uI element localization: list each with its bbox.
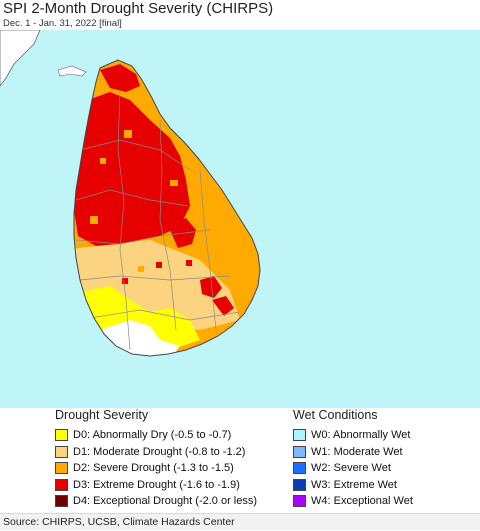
legend-swatch-d4 (55, 495, 68, 507)
legend-label: W1: Moderate Wet (311, 445, 403, 458)
source-footer: Source: CHIRPS, UCSB, Climate Hazards Ce… (0, 513, 480, 530)
legend-label: W4: Exceptional Wet (311, 495, 413, 507)
legend-swatch-w3 (293, 478, 306, 491)
legend-item-w3: W3: Extreme Wet (293, 477, 413, 493)
mannar-shoals (57, 65, 87, 77)
legend-item-w2: W2: Severe Wet (293, 460, 413, 476)
legend-swatch-d1 (55, 445, 68, 458)
drought-legend-title: Drought Severity (55, 408, 149, 422)
drought-legend: D0: Abnormally Dry (-0.5 to -0.7) D1: Mod… (55, 427, 257, 510)
legend-label: W0: Abnormally Wet (311, 429, 411, 441)
legend-item-d4: D4: Exceptional Drought (-2.0 or less) (55, 493, 257, 509)
legend-label: D2: Severe Drought (-1.3 to -1.5) (73, 462, 234, 474)
legend-swatch-d0 (55, 429, 68, 441)
legend-swatch-w0 (293, 429, 306, 441)
wet-legend-title: Wet Conditions (293, 408, 378, 422)
legend-label: D1: Moderate Drought (-0.8 to -1.2) (73, 445, 246, 458)
legend-label: D0: Abnormally Dry (-0.5 to -0.7) (73, 429, 232, 441)
wet-legend: W0: Abnormally Wet W1: Moderate Wet W2: Se… (293, 427, 413, 510)
sri-lanka-outline (73, 59, 261, 357)
legend-item-d1: D1: Moderate Drought (-0.8 to -1.2) (55, 444, 257, 460)
legend-item-d0: D0: Abnormally Dry (-0.5 to -0.7) (55, 427, 257, 443)
legend-swatch-w2 (293, 462, 306, 474)
legend-label: D4: Exceptional Drought (-2.0 or less) (73, 495, 258, 507)
legend-label: W2: Severe Wet (311, 462, 391, 474)
map-title: SPI 2-Month Drought Severity (CHIRPS) (3, 0, 274, 17)
india-land (0, 30, 41, 87)
legend-label: W3: Extreme Wet (311, 478, 397, 491)
district-boundaries (75, 89, 241, 351)
legend-item-w4: W4: Exceptional Wet (293, 493, 413, 509)
legend-item-d3: D3: Extreme Drought (-1.6 to -1.9) (55, 477, 257, 493)
legend-swatch-d2 (55, 462, 68, 474)
legend-swatch-w4 (293, 495, 306, 507)
legend-item-w1: W1: Moderate Wet (293, 444, 413, 460)
legend-item-w0: W0: Abnormally Wet (293, 427, 413, 443)
legend-item-d2: D2: Severe Drought (-1.3 to -1.5) (55, 460, 257, 476)
map-subtitle: Dec. 1 - Jan. 31, 2022 [final] (3, 18, 122, 29)
legend-swatch-d3 (55, 478, 68, 491)
legend-swatch-w1 (293, 445, 306, 458)
legend-label: D3: Extreme Drought (-1.6 to -1.9) (73, 478, 240, 491)
drought-map (0, 30, 480, 408)
